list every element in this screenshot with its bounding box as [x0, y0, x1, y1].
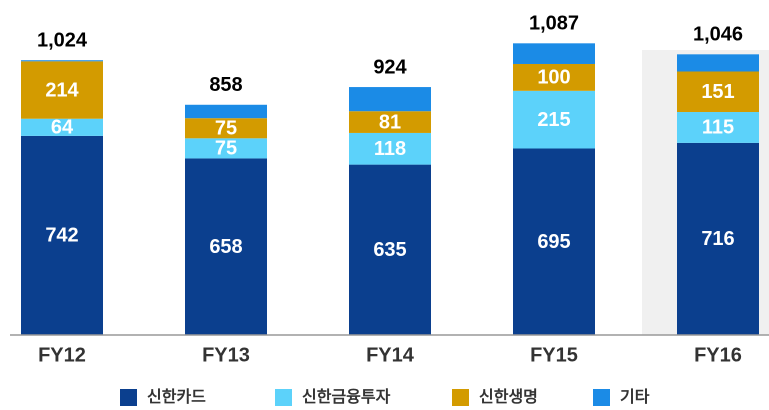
bar-segment: [21, 135, 103, 335]
data-label: 716: [701, 228, 734, 250]
x-tick-label: FY14: [366, 344, 415, 366]
data-label: 658: [209, 236, 242, 258]
bar-segment: [185, 158, 267, 335]
bar-segment: [677, 112, 759, 143]
data-label: 81: [379, 111, 401, 133]
legend-label: 신한카드: [147, 387, 206, 406]
bar-segment: [513, 148, 595, 335]
bar-segment: [21, 118, 103, 136]
bar-segment: [349, 132, 431, 165]
data-label: 115: [702, 117, 734, 139]
bar-segment: [349, 87, 431, 112]
data-label: 214: [45, 79, 79, 101]
legend-label: 기타: [620, 388, 650, 406]
total-label: 1,046: [693, 24, 743, 46]
legend-swatch: [593, 389, 610, 406]
bar-segment: [21, 61, 103, 119]
total-label: 1,024: [37, 30, 88, 52]
x-tick-label: FY12: [38, 344, 86, 366]
bar-segment: [185, 118, 267, 139]
data-label: 742: [45, 225, 78, 247]
data-label: 118: [374, 138, 406, 160]
legend-label: 신한생명: [479, 387, 538, 406]
data-label: 100: [537, 67, 570, 89]
bar-segment: [513, 43, 595, 64]
legend-swatch: [452, 389, 469, 406]
bar-segment: [513, 90, 595, 149]
legend-label: 신한금융투자: [302, 387, 391, 406]
bar-segment: [513, 63, 595, 91]
bar-segment: [677, 71, 759, 113]
bar-segment: [677, 54, 759, 72]
x-tick-label: FY15: [530, 344, 578, 366]
total-label: 924: [373, 56, 407, 78]
bar-segment: [349, 164, 431, 335]
data-label: 695: [537, 231, 570, 253]
bar-segment: [21, 60, 103, 62]
data-label: 64: [51, 117, 74, 139]
x-tick-label: FY13: [202, 344, 250, 366]
data-label: 635: [373, 239, 406, 261]
data-label: 151: [701, 81, 734, 103]
legend-swatch: [120, 389, 137, 406]
bar-segment: [185, 104, 267, 119]
bar-segment: [185, 138, 267, 159]
total-label: 1,087: [529, 13, 579, 35]
bar-segment: [677, 142, 759, 335]
bar-segment: [349, 111, 431, 133]
data-label: 215: [537, 109, 570, 131]
legend-swatch: [275, 389, 292, 406]
total-label: 858: [209, 74, 242, 96]
data-label: 75: [215, 118, 237, 140]
x-tick-label: FY16: [694, 344, 742, 366]
data-label: 75: [215, 138, 237, 160]
